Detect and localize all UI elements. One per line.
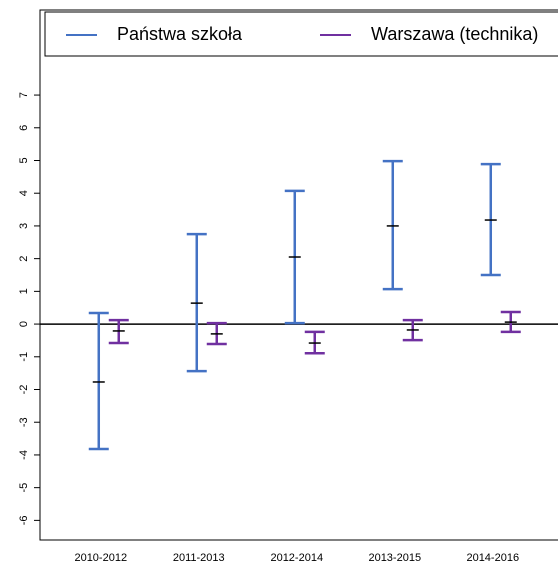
y-tick-label: 0 [18, 321, 30, 327]
error-bar [108, 318, 129, 345]
error-bar [206, 321, 227, 346]
error-bar [480, 162, 501, 277]
y-tick-label: 3 [18, 223, 30, 229]
error-bar [284, 189, 305, 325]
y-tick-label: 1 [18, 288, 30, 294]
x-tick-label: 2011-2013 [173, 552, 225, 564]
y-tick-label: 4 [18, 190, 30, 196]
error-bar [304, 330, 325, 355]
y-tick-label: 7 [18, 92, 30, 98]
y-tick-label: -3 [18, 417, 30, 427]
plot-frame [39, 9, 558, 541]
y-tick-label: -6 [18, 515, 30, 525]
legend-label: Państwa szkoła [117, 24, 243, 44]
x-tick-label: 2014-2016 [466, 552, 519, 564]
y-tick-label: 5 [18, 157, 30, 163]
y-tick-label: 2 [18, 256, 30, 262]
x-tick-label: 2010-2012 [74, 552, 127, 564]
error-bar [382, 159, 403, 291]
error-bar [500, 310, 521, 334]
legend-box [44, 11, 558, 57]
x-tick-label: 2013-2015 [368, 552, 421, 564]
y-tick-label: -5 [18, 483, 30, 493]
error-bar [402, 318, 423, 342]
legend-label: Warszawa (technika) [371, 24, 538, 44]
y-tick-label: 6 [18, 125, 30, 131]
error-bar [88, 311, 109, 451]
y-tick-label: -2 [18, 385, 30, 395]
y-tick-label: -4 [18, 450, 30, 460]
error-bar [186, 232, 207, 373]
y-tick-label: -1 [18, 352, 30, 362]
x-tick-label: 2012-2014 [270, 552, 323, 564]
